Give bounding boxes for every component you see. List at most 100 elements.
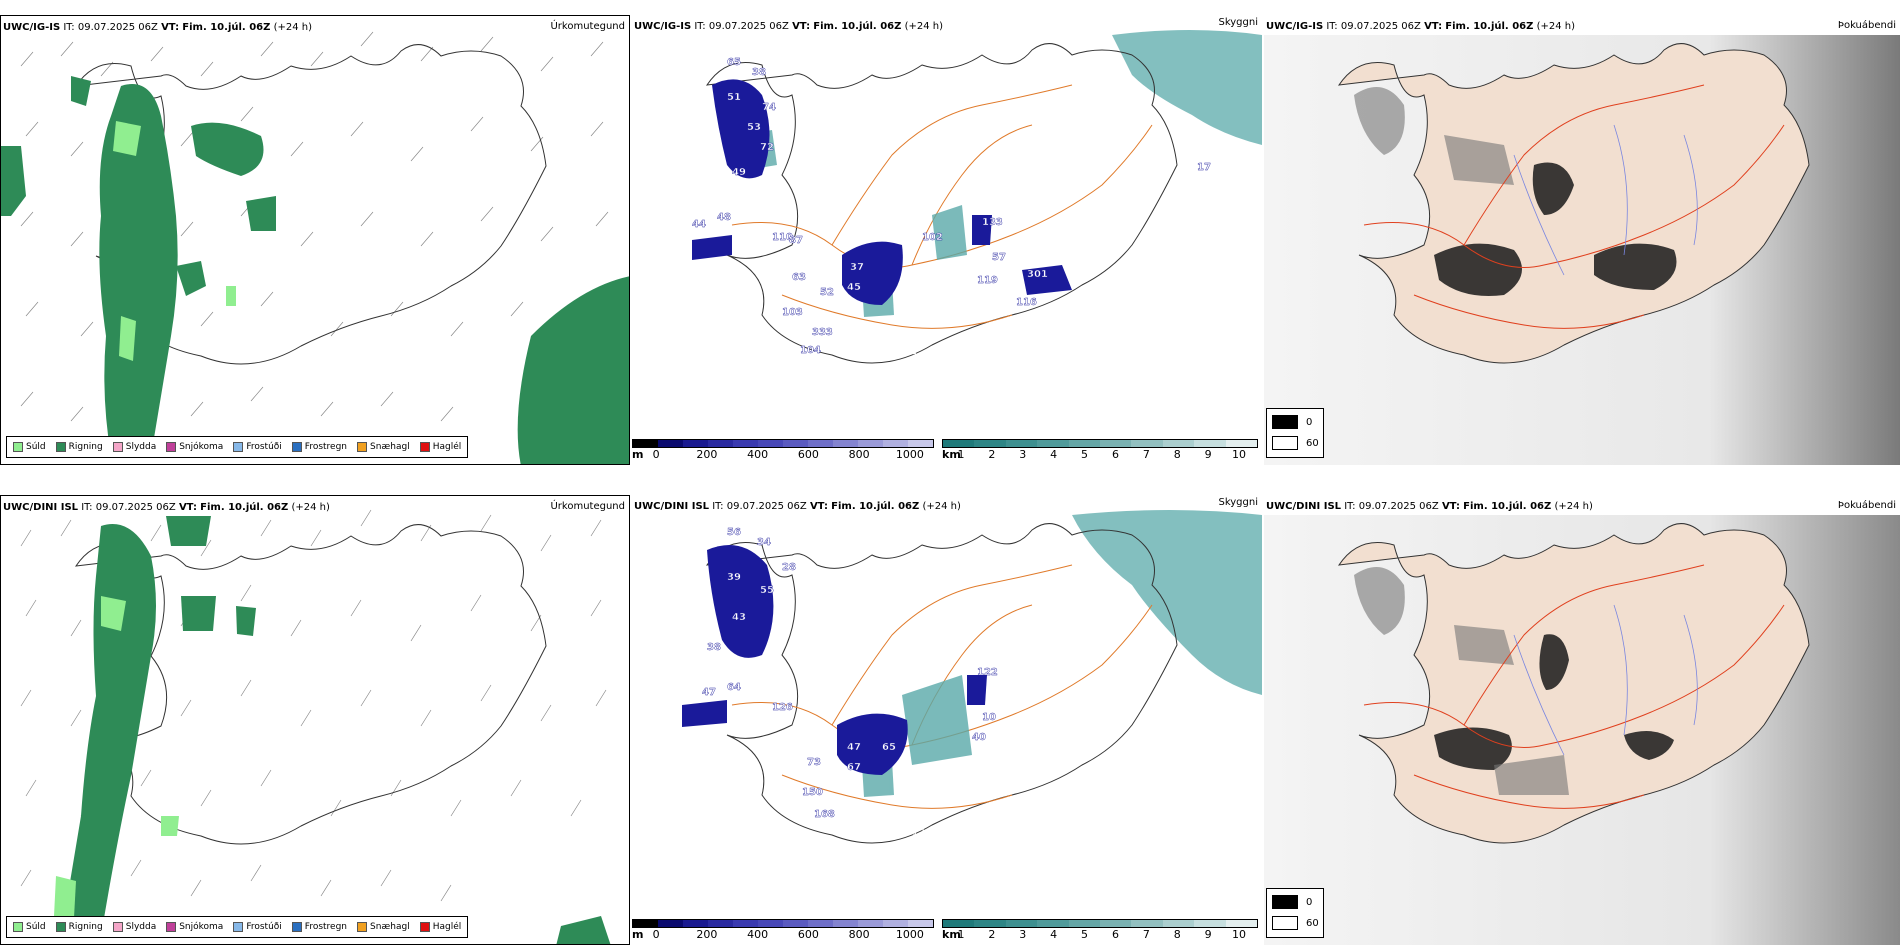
- it-label: IT:: [63, 22, 75, 33]
- panel-title: Úrkomutegund: [550, 501, 625, 512]
- lead-time: (+24 h): [273, 22, 312, 33]
- scale-step: [833, 440, 858, 447]
- scale-step: [974, 920, 1006, 927]
- fog-legend: 0 60: [1266, 408, 1324, 458]
- scale-tick-label: 800: [848, 928, 870, 941]
- panel-header: UWC/IG-IS IT: 09.07.2025 06Z VT: Fim. 10…: [634, 21, 943, 32]
- scale-unit: m: [632, 448, 644, 461]
- precip-legend-item: Haglél: [419, 922, 461, 932]
- fog-dark-areas: [1434, 162, 1677, 296]
- scale-step: [758, 920, 783, 927]
- legend-swatch: [419, 442, 430, 452]
- scale-tick-label: 1000: [895, 448, 924, 461]
- precip-legend-item: Snæhagl: [357, 442, 410, 452]
- model-name: UWC/DINI ISL: [634, 501, 710, 512]
- scale-step: [883, 440, 908, 447]
- scale-tick-label: 2: [988, 448, 996, 461]
- iceland-outline: [705, 43, 1178, 364]
- vt-label: VT:: [1424, 21, 1443, 32]
- scale-tick-label: 9: [1204, 448, 1212, 461]
- legend-swatch: [357, 442, 368, 452]
- lead-time: (+24 h): [904, 21, 943, 32]
- scale-step: [808, 440, 833, 447]
- precip-legend: Súld Rigning Slydda Snjókoma Frostúði Frostre…: [6, 916, 469, 938]
- scale-tick-label: 3: [1019, 448, 1027, 461]
- rain-areas: [61, 516, 611, 944]
- it-label: IT:: [694, 21, 706, 32]
- fog-dark-areas: [1434, 634, 1674, 770]
- legend-swatch: [233, 442, 244, 452]
- visibility-panel-row1: 65 38 51 74 53 72 49 48 44 110 87 37 45 52 63 103 333 104…: [632, 15, 1262, 465]
- scale-ticks: 1 2 3 4 5 6 7 8 9 10: [942, 448, 1258, 462]
- height-label: 110: [772, 232, 793, 243]
- height-label: 47: [847, 742, 861, 753]
- scale-tick-label: 400: [747, 928, 769, 941]
- height-label: 47: [702, 687, 716, 698]
- model-name: UWC/IG-IS: [3, 22, 61, 33]
- fog-grey-areas: [1354, 567, 1569, 795]
- panel-header: UWC/IG-IS IT: 09.07.2025 06Z VT: Fim. 10…: [1266, 21, 1575, 32]
- vt-label: VT:: [178, 502, 197, 513]
- scale-step: [1100, 920, 1132, 927]
- scale-ticks: 0 200 400 600 800 1000: [632, 928, 934, 942]
- height-label: 57: [992, 252, 1006, 263]
- height-label: 34: [757, 537, 771, 548]
- scale-tick-label: 4: [1050, 928, 1058, 941]
- legend-swatch: [13, 442, 23, 452]
- fog-legend: 0 60: [1266, 888, 1324, 938]
- height-label: 56: [727, 527, 741, 538]
- rivers: [1513, 604, 1698, 756]
- fog-legend-item: 60: [1272, 916, 1319, 930]
- fog-legend-item: 0: [1272, 415, 1312, 429]
- height-label: 10: [982, 712, 996, 723]
- height-scale: m 0 200 400 600 800 1000: [632, 439, 934, 465]
- height-scale: m 0 200 400 600 800 1000: [632, 919, 934, 945]
- precip-legend-item: Frostúði: [233, 922, 282, 932]
- fog-map: [1264, 35, 1900, 465]
- legend-swatch: [291, 922, 302, 932]
- legend-swatch: [419, 922, 430, 932]
- scale-tick-label: 600: [797, 448, 819, 461]
- model-name: UWC/IG-IS: [1266, 21, 1324, 32]
- visibility-label: 12: [912, 827, 925, 838]
- scale-step: [683, 440, 708, 447]
- scale-unit: m: [632, 928, 644, 941]
- height-label: 17: [1197, 162, 1211, 173]
- legend-label: Slydda: [125, 922, 157, 932]
- height-label: 150: [802, 787, 823, 798]
- scale-tick-label: 5: [1081, 928, 1089, 941]
- height-label: 37: [850, 262, 864, 273]
- scale-step: [1068, 440, 1101, 447]
- scale-step: [1131, 920, 1163, 927]
- lead-time: (+24 h): [291, 502, 330, 513]
- height-label: 67: [847, 762, 861, 773]
- legend-label: Snæhagl: [370, 922, 410, 932]
- panel-title: Þokuábendi: [1837, 20, 1896, 31]
- scale-tick-label: 600: [797, 928, 819, 941]
- vt-label: VT:: [792, 21, 811, 32]
- iceland-outline: [74, 524, 547, 845]
- scale-step: [758, 440, 783, 447]
- legend-swatch: [112, 922, 123, 932]
- height-label: 301: [1027, 269, 1048, 280]
- legend-label: Frostúði: [246, 442, 282, 452]
- height-label: 63: [792, 272, 806, 283]
- precip-legend-item: Slydda: [112, 922, 157, 932]
- vt-value: Fim. 10.júl. 06Z: [1445, 21, 1534, 32]
- height-label: 38: [707, 642, 721, 653]
- height-label: 28: [782, 562, 796, 573]
- it-value: 09.07.2025 06Z: [708, 21, 789, 32]
- fog-panel-row2: UWC/DINI ISL IT: 09.07.2025 06Z VT: Fim.…: [1264, 495, 1900, 945]
- scale-step: [1068, 920, 1101, 927]
- precip-legend-item: Súld: [13, 442, 46, 452]
- scale-step: [1131, 440, 1163, 447]
- panel-header: UWC/DINI ISL IT: 09.07.2025 06Z VT: Fim.…: [3, 502, 330, 513]
- scale-tick-label: 1: [957, 448, 965, 461]
- legend-label: Snæhagl: [370, 442, 410, 452]
- precip-legend-item: Rigning: [55, 922, 103, 932]
- scale-tick-label: 4: [1050, 448, 1058, 461]
- wind-barbs: [20, 31, 609, 422]
- height-label: 104: [800, 345, 821, 356]
- fog-grey-areas: [1354, 87, 1514, 185]
- it-label: IT:: [1326, 21, 1338, 32]
